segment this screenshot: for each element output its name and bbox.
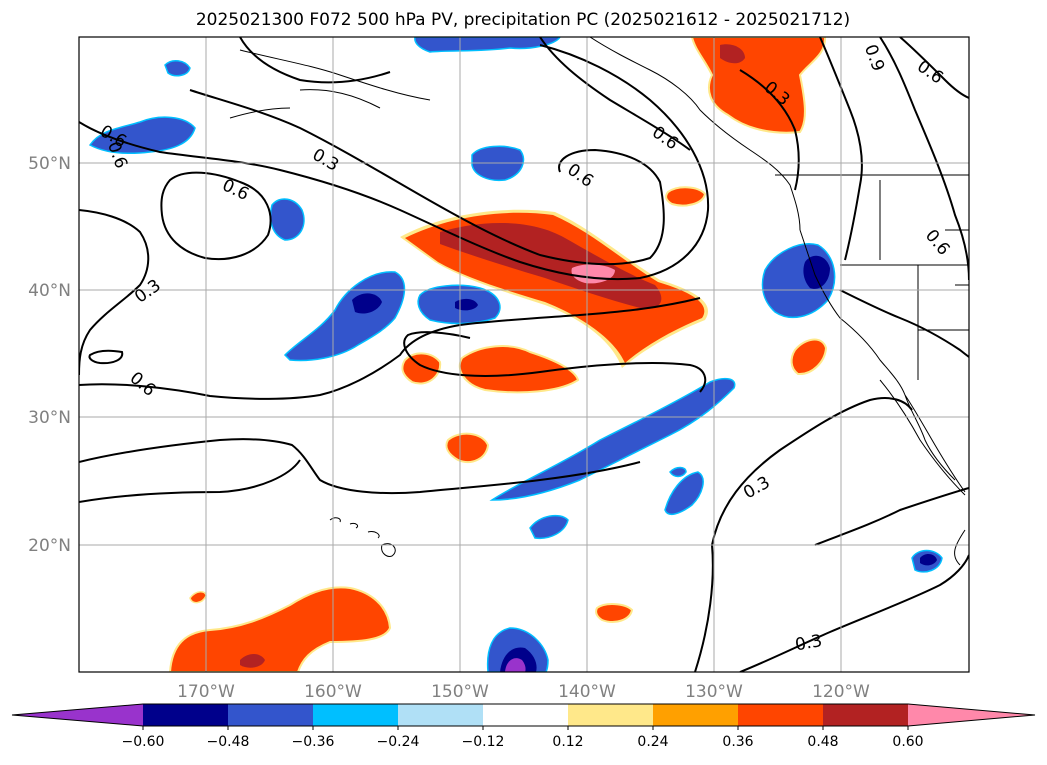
positive-region-center-south	[458, 345, 580, 394]
colorbar-segment	[143, 704, 228, 726]
lat-label: 30°N	[28, 408, 71, 428]
lon-label: 140°W	[558, 682, 616, 702]
negative-region-tiny-nw	[164, 60, 191, 77]
colorbar-tick-label: −0.24	[377, 734, 420, 750]
colorbar-segment	[568, 704, 653, 726]
pv-contour-0.6-inner	[189, 89, 665, 266]
negative-region-tiny-south	[669, 466, 687, 478]
longitude-labels: 170°W 160°W 150°W 140°W 130°W 120°W	[177, 682, 870, 702]
gridlines	[79, 37, 969, 672]
lon-label: 120°W	[812, 682, 870, 702]
lat-label: 40°N	[28, 281, 71, 301]
positive-region-small-south	[595, 603, 634, 623]
negative-region-long-band	[489, 377, 736, 501]
pv-contour-0.3-arc	[694, 397, 913, 672]
colorbar-tick-label: 0.12	[552, 734, 583, 750]
colorbar-tick-label: 0.60	[892, 734, 923, 750]
alaska-coast	[229, 49, 431, 119]
positive-region-california	[790, 338, 828, 376]
positive-anomaly-shading	[168, 37, 828, 672]
colorbar-segment	[823, 704, 908, 726]
pv-contour-0.3-wide	[79, 209, 150, 376]
negative-region-west-mid	[269, 198, 305, 241]
colorbar-extend-max	[908, 704, 1035, 726]
alaska-panhandle-coast	[589, 37, 801, 231]
colorbar-segment	[313, 704, 398, 726]
pv-contours	[79, 37, 969, 672]
colorbar-tick-label: −0.12	[462, 734, 505, 750]
negative-anomaly-shading	[88, 37, 943, 672]
map-frame	[78, 36, 970, 673]
positive-region-small-north	[665, 186, 707, 207]
negative-region-west-band	[283, 271, 406, 362]
positive-region-hawaii-north	[445, 432, 490, 464]
positive-region-bc-darkred	[720, 44, 745, 64]
pv-contour-0.6-small-loop	[88, 349, 124, 365]
colorbar: −0.60 −0.48 −0.36 −0.24 −0.12 0.12 0.24 0.36 0.4…	[11, 703, 1036, 750]
colorbar-tick-label: 0.36	[722, 734, 753, 750]
positive-region-west-small	[401, 352, 442, 385]
negative-region-mexico-dark	[920, 554, 937, 566]
colorbar-tick-label: 0.24	[637, 734, 668, 750]
map-panel: 0.3 0.6 0.6 0.3 0.6 0.9 0.6 0.3 0.6 0.6 …	[78, 36, 970, 673]
pv-contour-0.6-north-east	[819, 37, 969, 281]
pv-contour-0.6-top	[239, 37, 691, 151]
colorbar-segment	[483, 704, 568, 726]
latitude-labels: 50°N 40°N 30°N 20°N	[28, 154, 71, 556]
lat-label: 20°N	[28, 536, 71, 556]
map-title: 2025021300 F072 500 hPa PV, precipitatio…	[196, 10, 850, 30]
pv-contour-0.3-central-band	[79, 297, 701, 400]
pv-contour-0.6-west-cell	[160, 171, 272, 261]
positive-region-southwest	[168, 586, 392, 672]
colorbar-extend-min	[12, 704, 143, 726]
pv-contour-0.3-east-loop	[403, 331, 707, 393]
mexico-coast	[954, 529, 966, 566]
colorbar-segment	[228, 704, 313, 726]
state-lines	[840, 180, 969, 380]
lon-label: 170°W	[177, 682, 235, 702]
colorbar-segment	[398, 704, 483, 726]
negative-region-small-south	[529, 514, 569, 540]
colorbar-tick-label: −0.48	[207, 734, 250, 750]
pv-contour-0.3-subtropical	[79, 438, 641, 495]
hawaii-islands	[329, 517, 396, 557]
colorbar-tick-label: −0.36	[292, 734, 335, 750]
baja-california-coast	[879, 379, 966, 496]
contour-label: 0.3	[794, 631, 824, 655]
lon-label: 160°W	[304, 682, 362, 702]
pv-contour-0.3-south	[79, 459, 301, 503]
negative-region-center-west-dark	[455, 298, 478, 311]
pv-contour-0.3-large	[79, 44, 710, 281]
negative-region-right-south	[664, 471, 704, 516]
negative-region-west-north	[88, 116, 196, 155]
lon-label: 150°W	[431, 682, 489, 702]
colorbar-tick-label: −0.60	[122, 734, 165, 750]
lon-label: 130°W	[685, 682, 743, 702]
colorbar-segment	[738, 704, 823, 726]
pv-contour-0.3-bc	[739, 69, 800, 191]
positive-region-southwest-darkred	[240, 654, 265, 668]
pv-contour-0.6-california	[839, 289, 969, 358]
colorbar-tick-label: 0.48	[807, 734, 838, 750]
negative-region-west-band-dark	[352, 293, 382, 314]
negative-region-south-violet	[505, 658, 526, 672]
pv-contour-0.3-south-right	[739, 554, 969, 672]
positive-region-central-darkred	[440, 222, 662, 309]
negative-region-california-dark	[803, 255, 830, 289]
pv-contour-0.3-mexico	[814, 487, 969, 546]
colorbar-segment	[653, 704, 738, 726]
lat-label: 50°N	[28, 154, 71, 174]
